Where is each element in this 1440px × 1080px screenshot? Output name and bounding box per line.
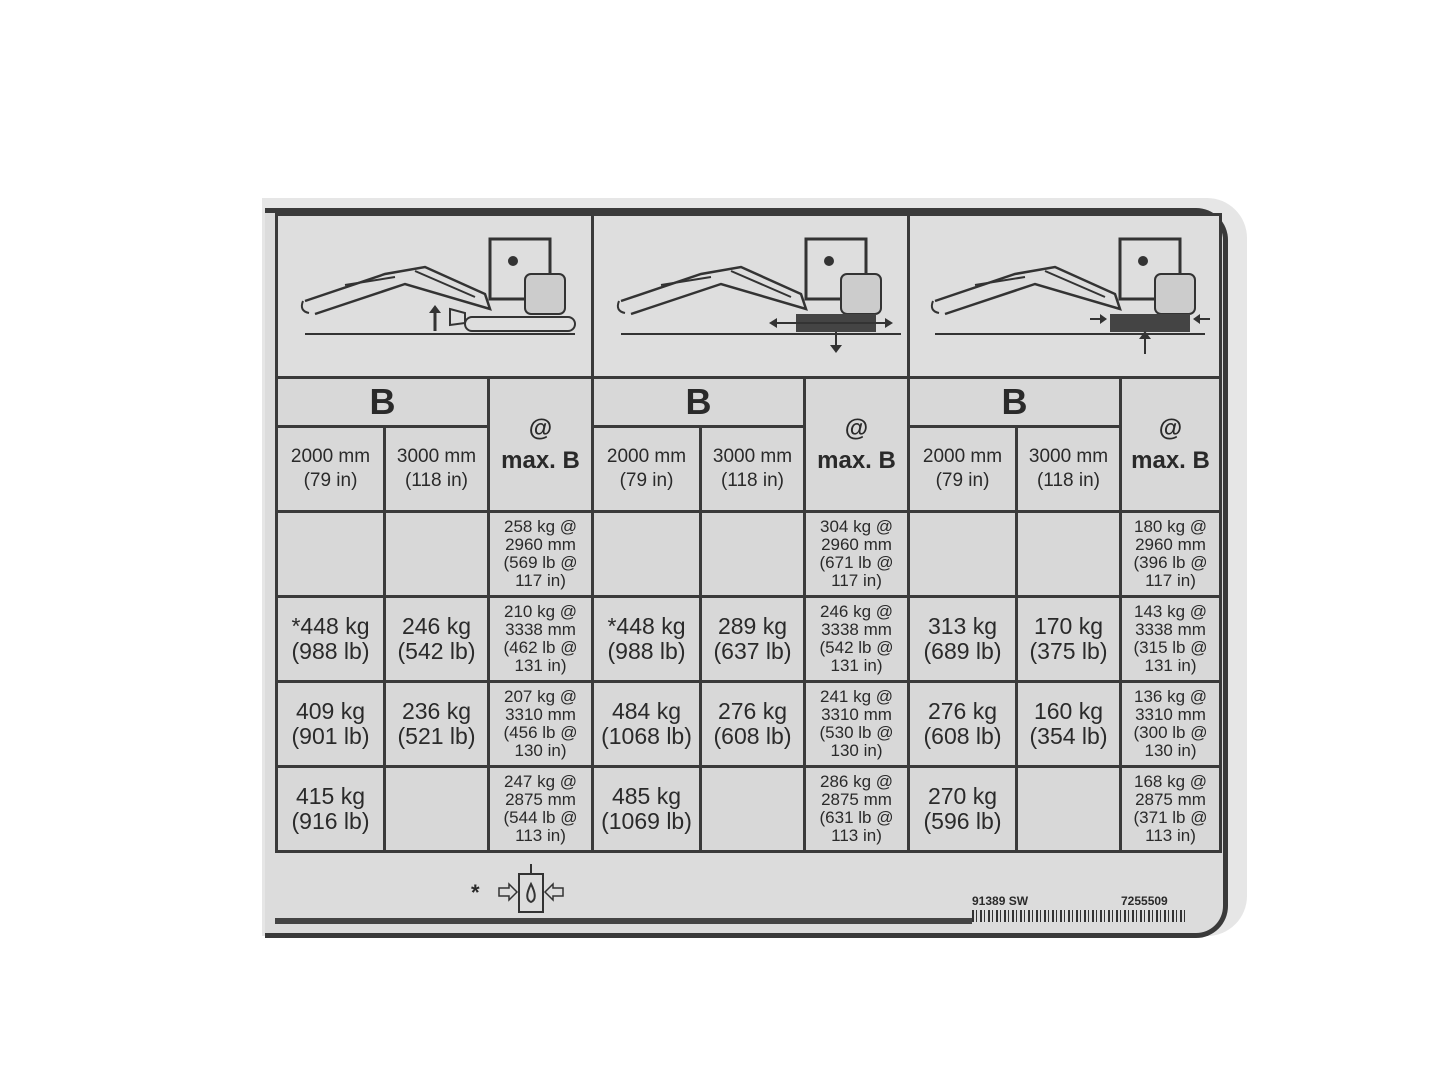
label-code: 91389 SW [972, 894, 1029, 908]
part-number: 7255509 [1121, 894, 1168, 908]
capacity-cell: 180 kg @ 2960 mm (396 lb @ 117 in) [1119, 510, 1222, 598]
radius-3000-header: 3000 mm (118 in) [383, 425, 490, 513]
capacity-cell: 241 kg @ 3310 mm (530 lb @ 130 in) [803, 680, 910, 768]
capacity-cell [699, 510, 806, 598]
b-header: B [275, 376, 490, 428]
pictogram-cell [591, 213, 910, 379]
capacity-cell: 484 kg (1068 lb) [591, 680, 702, 768]
b-header: B [591, 376, 806, 428]
capacity-cell [383, 510, 490, 598]
label-footer: * 91389 SW 7255509 [275, 858, 1215, 926]
capacity-cell [1015, 510, 1122, 598]
excavator-over-side-icon [616, 237, 901, 353]
capacity-cell: 258 kg @ 2960 mm (569 lb @ 117 in) [487, 510, 594, 598]
capacity-cell: *448 kg (988 lb) [275, 595, 386, 683]
capacity-cell [699, 765, 806, 853]
radius-2000-header: 2000 mm (79 in) [907, 425, 1018, 513]
radius-3000-header: 3000 mm (118 in) [699, 425, 806, 513]
capacity-cell: 246 kg @ 3338 mm (542 lb @ 131 in) [803, 595, 910, 683]
capacity-cell: 247 kg @ 2875 mm (544 lb @ 113 in) [487, 765, 594, 853]
capacity-cell [591, 510, 702, 598]
bottom-border [275, 918, 972, 924]
radius-2000-header: 2000 mm (79 in) [275, 425, 386, 513]
max-b-header: @ max. B [487, 376, 594, 513]
footnote-marker: * [471, 880, 480, 905]
pictogram-cell [907, 213, 1222, 379]
capacity-cell: 210 kg @ 3338 mm (462 lb @ 131 in) [487, 595, 594, 683]
radius-3000-header: 3000 mm (118 in) [1015, 425, 1122, 513]
capacity-cell: 276 kg (608 lb) [907, 680, 1018, 768]
load-chart-table: B @ max. B B @ max. B B @ max. B 2000 mm (79 … [275, 213, 1222, 853]
capacity-cell: 409 kg (901 lb) [275, 680, 386, 768]
hydraulic-pressure-icon [498, 864, 564, 913]
pictogram-cell [275, 213, 594, 379]
capacity-cell: 485 kg (1069 lb) [591, 765, 702, 853]
capacity-cell: 236 kg (521 lb) [383, 680, 490, 768]
capacity-cell: 207 kg @ 3310 mm (456 lb @ 130 in) [487, 680, 594, 768]
capacity-cell [383, 765, 490, 853]
capacity-cell: 415 kg (916 lb) [275, 765, 386, 853]
capacity-cell: 286 kg @ 2875 mm (631 lb @ 113 in) [803, 765, 910, 853]
capacity-cell: 246 kg (542 lb) [383, 595, 490, 683]
max-b-header: @ max. B [803, 376, 910, 513]
excavator-blade-down-icon [300, 237, 576, 335]
capacity-cell: 276 kg (608 lb) [699, 680, 806, 768]
capacity-cell: 313 kg (689 lb) [907, 595, 1018, 683]
capacity-cell [1015, 765, 1122, 853]
capacity-cell: 136 kg @ 3310 mm (300 lb @ 130 in) [1119, 680, 1222, 768]
capacity-cell: *448 kg (988 lb) [591, 595, 702, 683]
capacity-cell: 143 kg @ 3338 mm (315 lb @ 131 in) [1119, 595, 1222, 683]
capacity-cell: 160 kg (354 lb) [1015, 680, 1122, 768]
b-header: B [907, 376, 1122, 428]
max-b-header: @ max. B [1119, 376, 1222, 513]
barcode [972, 910, 1185, 922]
capacity-cell: 289 kg (637 lb) [699, 595, 806, 683]
capacity-cell: 304 kg @ 2960 mm (671 lb @ 117 in) [803, 510, 910, 598]
capacity-cell [907, 510, 1018, 598]
capacity-cell: 168 kg @ 2875 mm (371 lb @ 113 in) [1119, 765, 1222, 853]
capacity-cell: 270 kg (596 lb) [907, 765, 1018, 853]
excavator-over-front-icon [930, 237, 1210, 354]
capacity-cell [275, 510, 386, 598]
radius-2000-header: 2000 mm (79 in) [591, 425, 702, 513]
capacity-cell: 170 kg (375 lb) [1015, 595, 1122, 683]
